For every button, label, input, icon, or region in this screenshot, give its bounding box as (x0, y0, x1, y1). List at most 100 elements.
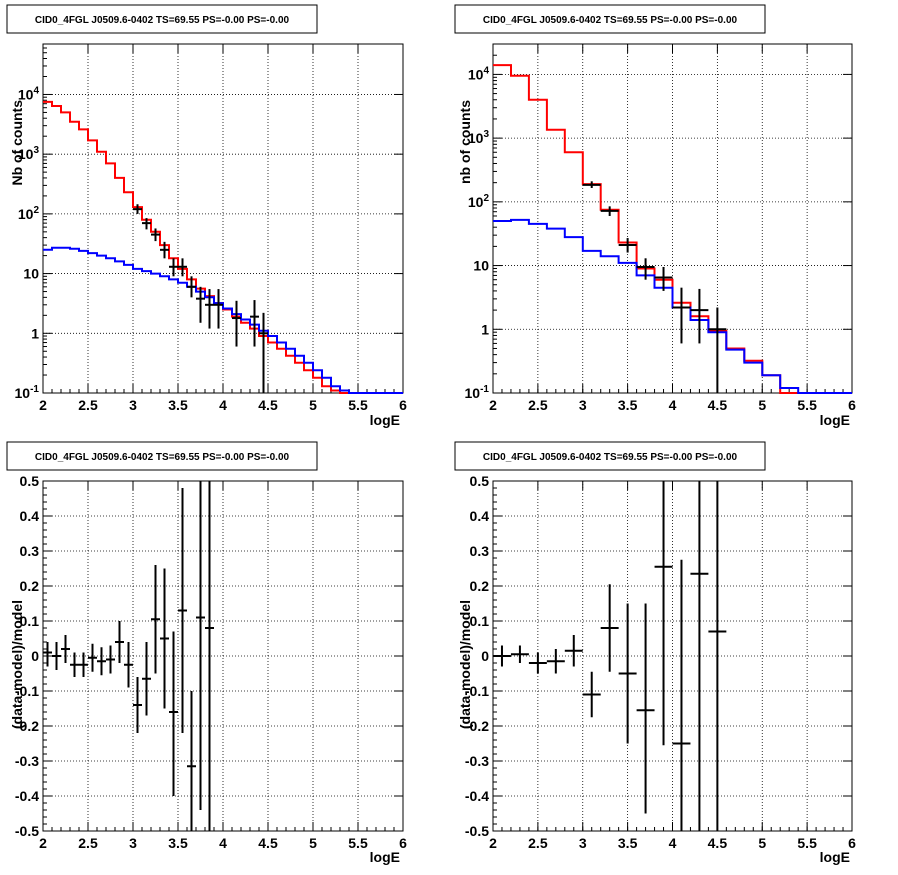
y-tick-label: 104 (18, 85, 40, 102)
data-point (160, 568, 169, 709)
data-point (214, 289, 223, 329)
y-tick-label: -0.2 (465, 718, 489, 734)
chart-panel-4: CID0_4FGL J0509.6-0402 TS=69.55 PS=-0.00… (454, 441, 856, 865)
y-tick-label: -0.4 (465, 788, 489, 804)
data-point (600, 584, 619, 672)
data-point (70, 652, 79, 677)
y-tick-label: 0.5 (20, 473, 40, 489)
data-point (618, 238, 637, 253)
data-point (178, 258, 187, 277)
y-tick-label: 10 (473, 258, 489, 274)
data-point (133, 677, 142, 733)
x-tick-label: 4 (219, 397, 227, 413)
x-tick-label: 2 (39, 397, 47, 413)
title-box (454, 441, 766, 471)
x-axis-label: logE (370, 412, 400, 428)
y-tick-label: 103 (468, 129, 490, 146)
y-tick-label: -0.5 (15, 823, 39, 839)
data-point (88, 643, 97, 672)
x-tick-label: 3 (579, 397, 587, 413)
x-tick-label: 3 (129, 835, 137, 851)
y-tick-label: 1 (481, 321, 489, 337)
y-tick-label: 10-1 (465, 384, 490, 401)
chart-panel-3: CID0_4FGL J0509.6-0402 TS=69.55 PS=-0.00… (6, 441, 407, 865)
x-axis-label: logE (820, 412, 850, 428)
data-point (79, 652, 88, 677)
chart-panel-1: CID0_4FGL J0509.6-0402 TS=69.55 PS=-0.00… (6, 4, 407, 428)
data-point (690, 481, 709, 831)
data-point (52, 642, 61, 670)
data-point (142, 218, 151, 230)
x-tick-label: 2.5 (528, 835, 548, 851)
data-point (708, 481, 727, 831)
chart-title: CID0_4FGL J0509.6-0402 TS=69.55 PS=-0.00… (483, 452, 738, 463)
y-tick-label: 102 (468, 193, 490, 210)
x-tick-label: 3 (579, 835, 587, 851)
data-point (178, 488, 187, 733)
x-tick-label: 5.5 (348, 397, 368, 413)
data-point (187, 276, 196, 298)
y-axis-label: nb of counts (457, 100, 473, 184)
y-tick-label: 0.1 (470, 613, 490, 629)
x-axis-label: logE (370, 849, 400, 865)
y-tick-label: 0.4 (20, 508, 40, 524)
y-tick-label: 0.2 (20, 578, 40, 594)
data-point (582, 181, 601, 188)
data-point (169, 258, 178, 277)
x-tick-label: 4 (669, 835, 677, 851)
x-tick-label: 5.5 (797, 397, 817, 413)
data-point (259, 312, 268, 393)
data-point (618, 603, 637, 744)
data-point (196, 481, 205, 810)
x-tick-label: 4.5 (258, 397, 278, 413)
x-tick-label: 2.5 (528, 397, 548, 413)
data-point (187, 691, 196, 831)
y-tick-label: 10-1 (15, 384, 40, 401)
data-point (232, 300, 241, 347)
y-tick-label: 0.2 (470, 578, 490, 594)
x-tick-label: 3.5 (618, 835, 638, 851)
y-tick-label: 104 (468, 65, 490, 82)
data-point (133, 204, 142, 214)
data-point (196, 286, 205, 323)
data-point (97, 647, 106, 676)
x-tick-label: 2.5 (78, 397, 98, 413)
x-tick-label: 3.5 (168, 397, 188, 413)
y-axis-label: Nb of counts (9, 100, 25, 186)
x-tick-label: 3 (129, 397, 137, 413)
y-tick-label: -0.1 (15, 683, 39, 699)
data-point (115, 621, 124, 663)
x-tick-label: 5 (758, 397, 766, 413)
y-tick-label: 0 (481, 648, 489, 664)
x-tick-label: 2.5 (78, 835, 98, 851)
x-tick-label: 3.5 (168, 835, 188, 851)
data-point (169, 631, 178, 796)
data-point (160, 241, 169, 259)
y-tick-label: -0.3 (15, 753, 39, 769)
y-axis-label: (data-model)/model (9, 600, 25, 729)
data-point (142, 642, 151, 716)
y-tick-label: 102 (18, 205, 40, 222)
x-tick-label: 5 (758, 835, 766, 851)
data-point (528, 652, 547, 674)
x-tick-label: 4.5 (708, 397, 728, 413)
y-tick-label: 0.3 (470, 543, 490, 559)
data-point (151, 228, 160, 242)
chart-panel-2: CID0_4FGL J0509.6-0402 TS=69.55 PS=-0.00… (454, 4, 856, 428)
title-box (454, 4, 766, 34)
y-tick-label: -0.2 (15, 718, 39, 734)
data-point (43, 642, 52, 667)
data-point (205, 481, 214, 831)
data-point (600, 206, 619, 216)
data-point (546, 649, 565, 674)
data-point (151, 565, 160, 674)
x-tick-label: 6 (848, 835, 856, 851)
x-tick-label: 6 (848, 397, 856, 413)
y-tick-label: 0.3 (20, 543, 40, 559)
data-point (708, 307, 727, 393)
title-box (6, 441, 318, 471)
x-tick-label: 5.5 (348, 835, 368, 851)
model-component-line (43, 246, 403, 394)
x-tick-label: 4 (219, 835, 227, 851)
